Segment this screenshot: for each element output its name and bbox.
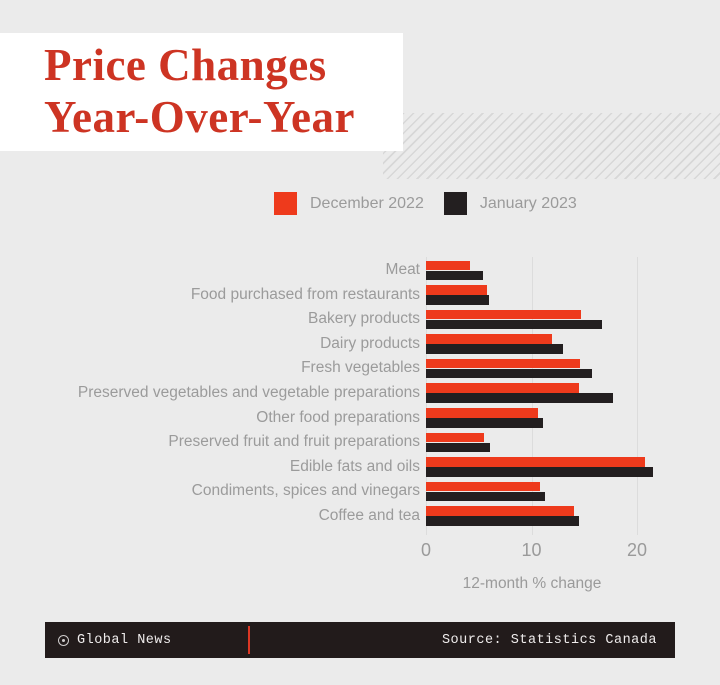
legend-label: December 2022: [310, 194, 424, 212]
category-label: Edible fats and oils: [289, 457, 420, 475]
legend-label: January 2023: [479, 194, 577, 212]
source-credit: Source: Statistics Canada: [441, 632, 657, 648]
chart-row: Preserved vegetables and vegetable prepa…: [0, 382, 720, 407]
bar-december-2022: [426, 457, 646, 467]
bar-january-2023: [426, 467, 653, 477]
legend-swatch-january-2023: [443, 192, 467, 215]
bar-january-2023: [426, 344, 564, 354]
globe-icon: [58, 634, 69, 646]
bar-january-2023: [426, 393, 613, 403]
legend-item-january-2023: January 2023: [443, 192, 577, 215]
bar-january-2023: [426, 418, 544, 428]
category-label: Fresh vegetables: [301, 359, 420, 377]
bar-december-2022: [426, 309, 582, 320]
category-label: Meat: [385, 261, 420, 278]
category-label: Preserved vegetables and vegetable prepa…: [77, 383, 420, 401]
category-label: Food purchased from restaurants: [190, 285, 420, 303]
bar-january-2023: [426, 516, 579, 526]
chart-row: Food purchased from restaurants: [0, 284, 720, 309]
page-title-line1: Price Changes: [44, 40, 327, 90]
bar-december-2022: [426, 383, 579, 393]
legend: December 2022 January 2023: [274, 192, 577, 215]
chart-row: Fresh vegetables: [0, 357, 720, 382]
chart-row: Dairy products: [0, 333, 720, 358]
page-title: Price Changes Year-Over-Year: [44, 39, 403, 143]
bar-january-2023: [426, 442, 491, 453]
category-label: Preserved fruit and fruit preparations: [168, 433, 420, 451]
hatch-pattern-decoration: [383, 113, 720, 179]
chart-row: Coffee and tea: [0, 505, 720, 530]
bar-january-2023: [426, 319, 603, 330]
brand: Global News: [58, 633, 172, 648]
title-box: Price Changes Year-Over-Year: [0, 33, 403, 151]
chart-rows: Meat Food purchased from restaurants Baker…: [0, 259, 720, 530]
bar-december-2022: [426, 358, 581, 369]
footer-bar: Global News Source: Statistics Canada: [45, 622, 675, 658]
category-label: Coffee and tea: [318, 506, 420, 524]
chart-row: Other food preparations: [0, 407, 720, 432]
bar-december-2022: [426, 260, 471, 270]
legend-swatch-december-2022: [274, 192, 297, 215]
bar-december-2022: [426, 285, 488, 295]
gridline: [637, 257, 638, 535]
category-label: Dairy products: [320, 334, 420, 352]
bar-january-2023: [426, 491, 546, 502]
chart-row: Condiments, spices and vinegars: [0, 480, 720, 505]
bar-january-2023: [426, 270, 483, 280]
chart-row: Edible fats and oils: [0, 456, 720, 481]
bar-december-2022: [426, 432, 485, 443]
chart-row: Bakery products: [0, 308, 720, 333]
x-tick-label: 0: [420, 540, 432, 560]
x-tick-label: 20: [626, 540, 648, 560]
bar-january-2023: [426, 295, 490, 305]
bar-december-2022: [426, 481, 540, 492]
category-label: Condiments, spices and vinegars: [191, 482, 420, 500]
category-label: Other food preparations: [256, 408, 420, 426]
bar-january-2023: [426, 368, 592, 379]
footer-divider: [248, 626, 250, 654]
brand-name: Global News: [77, 632, 172, 648]
x-tick-label: 10: [521, 540, 542, 560]
bar-december-2022: [426, 334, 552, 344]
bar-december-2022: [426, 408, 538, 418]
page-title-line2: Year-Over-Year: [44, 92, 355, 142]
legend-item-december-2022: December 2022: [274, 192, 424, 215]
x-axis-label: 12-month % change: [462, 575, 602, 592]
category-label: Bakery products: [308, 310, 420, 328]
x-axis-ticks: 0 10 20: [0, 540, 720, 562]
chart-row: Meat: [0, 259, 720, 284]
bar-december-2022: [426, 506, 574, 516]
chart-row: Preserved fruit and fruit preparations: [0, 431, 720, 456]
bar-chart: Meat Food purchased from restaurants Baker…: [0, 257, 720, 535]
